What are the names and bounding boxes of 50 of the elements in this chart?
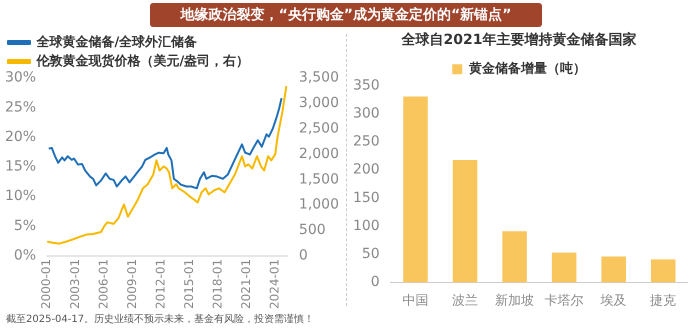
y2-tick-label: 2,000 xyxy=(298,146,340,162)
y-tick-label: 150 xyxy=(352,190,380,206)
y2-tick-label: 0 xyxy=(298,248,308,264)
x-tick-label: 2006-01 xyxy=(96,258,110,309)
x-tick-label: 2009-01 xyxy=(124,258,139,309)
x-tick-label: 中国 xyxy=(402,294,428,309)
y-tick-label: 5% xyxy=(14,218,36,234)
y-tick-label: 20% xyxy=(4,128,36,145)
legend-label: 伦敦黄金现货价格（美元/盎司，右） xyxy=(36,52,250,69)
bar xyxy=(452,160,478,282)
y2-tick-label: 3,500 xyxy=(298,70,340,86)
chart-title: 全球自2021年主要增持黄金储备国家 xyxy=(400,31,636,48)
x-tick-label: 波兰 xyxy=(452,294,478,309)
x-tick-label: 2003-01 xyxy=(68,258,82,309)
x-tick-label: 捷克 xyxy=(650,294,676,309)
legend-label: 全球黄金储备/全球外汇储备 xyxy=(36,34,198,50)
x-tick-label: 2018-01 xyxy=(210,258,224,309)
x-tick-label: 2012-01 xyxy=(153,258,168,309)
text: 截至2025-04-17。历史业绩不预示未来，基金有风险，投资需谨慎！ xyxy=(6,312,314,326)
bar xyxy=(502,231,527,282)
y-tick-label: 0 xyxy=(370,274,380,290)
y-tick-label: 100 xyxy=(352,218,380,234)
x-tick-label: 卡塔尔 xyxy=(544,294,584,309)
y2-tick-label: 1,500 xyxy=(298,171,340,188)
y-tick-label: 250 xyxy=(352,134,380,150)
y-tick-label: 350 xyxy=(352,77,380,94)
bar xyxy=(601,256,626,282)
x-tick-label: 新加坡 xyxy=(495,294,534,309)
x-tick-label: 2000-01 xyxy=(39,258,54,309)
bar xyxy=(650,259,676,282)
y-tick-label: 0% xyxy=(14,248,36,264)
bar xyxy=(552,252,576,282)
y2-tick-label: 500 xyxy=(298,222,326,238)
x-tick-label: 2024-01 xyxy=(267,258,282,309)
y2-tick-label: 2,500 xyxy=(298,120,340,136)
y-tick-label: 200 xyxy=(352,162,380,178)
y-tick-label: 25% xyxy=(4,99,36,116)
y2-tick-label: 3,000 xyxy=(298,95,340,112)
x-tick-label: 埃及 xyxy=(600,294,627,309)
y-tick-label: 10% xyxy=(4,188,36,204)
text: 地缘政治裂变，“央行购金”成为黄金定价的“新锚点” xyxy=(150,3,542,27)
bar xyxy=(403,96,428,282)
y-tick-label: 30% xyxy=(4,70,36,86)
y2-tick-label: 1,000 xyxy=(298,196,340,213)
x-tick-label: 2021-01 xyxy=(238,258,253,309)
y-tick-label: 50 xyxy=(362,246,380,262)
legend-label: 黄金储备增量（吨） xyxy=(468,62,586,77)
y-tick-label: 300 xyxy=(352,106,380,122)
y-tick-label: 15% xyxy=(4,158,36,175)
x-tick-label: 2015-01 xyxy=(182,258,196,309)
